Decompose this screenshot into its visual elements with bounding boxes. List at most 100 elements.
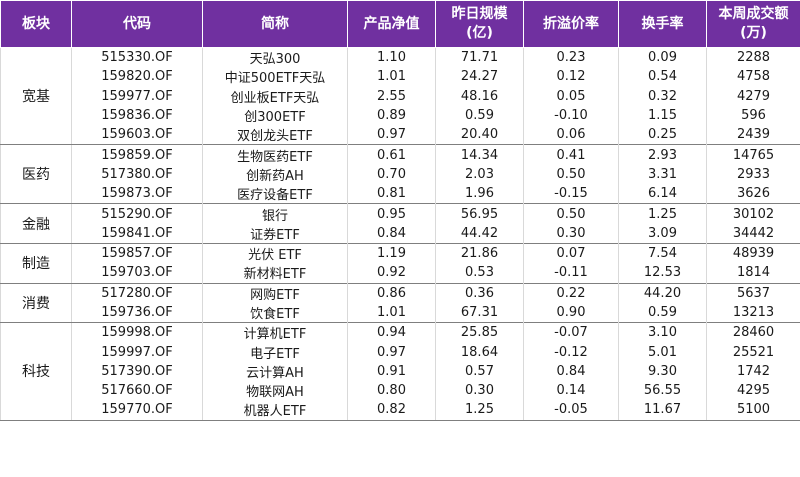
turnover-cell: 3.31	[618, 164, 707, 185]
sector-cell: 宽基	[0, 46, 72, 146]
scale-cell: 14.34	[435, 144, 524, 165]
premium-cell: 0.22	[523, 282, 619, 303]
premium-cell: 0.06	[523, 125, 619, 145]
table-row: 宽基 515330.OF 天弘300 1.10 71.71 0.23 0.09 2288	[0, 46, 800, 146]
turnover-cell: 0.54	[618, 67, 707, 87]
turnover-cell: 56.55	[618, 381, 707, 401]
nav-cell: 1.19	[347, 242, 436, 264]
scale-cell: 0.57	[435, 361, 524, 382]
name-cell: 计算机ETF	[202, 322, 348, 343]
name-cell: 创300ETF	[202, 105, 348, 126]
scale-cell: 0.36	[435, 282, 524, 303]
nav-cell: 0.70	[347, 164, 436, 185]
volume-cell: 2288	[706, 47, 800, 68]
code-cell: 517390.OF	[71, 361, 203, 382]
turnover-cell: 1.15	[618, 105, 707, 126]
volume-cell: 13213	[706, 302, 800, 323]
header-nav: 产品净值	[347, 0, 436, 48]
turnover-cell: 11.67	[618, 400, 707, 421]
premium-cell: -0.11	[523, 263, 619, 284]
turnover-cell: 0.25	[618, 125, 707, 145]
scale-cell: 67.31	[435, 302, 524, 323]
header-scale: 昨日规模 (亿)	[435, 0, 524, 48]
sector-cell: 消费	[0, 282, 72, 324]
nav-cell: 0.92	[347, 263, 436, 284]
name-cell: 医疗设备ETF	[202, 184, 348, 204]
table-row: 159770.OF 机器人ETF 0.82 1.25 -0.05 11.67 5100	[1, 400, 800, 421]
name-cell: 机器人ETF	[202, 400, 348, 421]
scale-cell: 2.03	[435, 164, 524, 185]
volume-cell: 2439	[706, 125, 800, 145]
header-volume: 本周成交额 (万)	[706, 0, 800, 48]
premium-cell: 0.12	[523, 67, 619, 87]
nav-cell: 1.10	[347, 47, 436, 68]
nav-cell: 0.84	[347, 223, 436, 244]
nav-cell: 0.61	[347, 144, 436, 165]
code-cell: 517660.OF	[71, 381, 203, 401]
premium-cell: -0.12	[523, 342, 619, 362]
sector-cell: 医药	[0, 144, 72, 205]
name-cell: 物联网AH	[202, 381, 348, 401]
nav-cell: 2.55	[347, 86, 436, 106]
volume-cell: 596	[706, 105, 800, 126]
nav-cell: 0.97	[347, 342, 436, 362]
name-cell: 电子ETF	[202, 342, 348, 362]
volume-cell: 3626	[706, 184, 800, 204]
premium-cell: 0.50	[523, 164, 619, 185]
scale-cell: 56.95	[435, 203, 524, 224]
code-cell: 159703.OF	[71, 263, 203, 284]
table-row: 517660.OF 物联网AH 0.80 0.30 0.14 56.55 4295	[1, 381, 800, 401]
nav-cell: 0.80	[347, 381, 436, 401]
volume-cell: 1814	[706, 263, 800, 284]
code-cell: 515290.OF	[71, 203, 203, 224]
turnover-cell: 0.09	[618, 47, 707, 68]
name-cell: 创新药AH	[202, 164, 348, 185]
scale-cell: 48.16	[435, 86, 524, 106]
premium-cell: 0.07	[523, 242, 619, 264]
premium-cell: 0.05	[523, 86, 619, 106]
code-cell: 517280.OF	[71, 282, 203, 303]
scale-cell: 44.42	[435, 223, 524, 244]
name-cell: 创业板ETF天弘	[202, 86, 348, 106]
table-body: 宽基 515330.OF 天弘300 1.10 71.71 0.23 0.09 2288 159…	[0, 46, 800, 421]
premium-cell: 0.41	[523, 144, 619, 165]
code-cell: 159603.OF	[71, 125, 203, 145]
sector-cell: 金融	[0, 203, 72, 244]
turnover-cell: 0.59	[618, 302, 707, 323]
code-cell: 159997.OF	[71, 342, 203, 362]
turnover-cell: 5.01	[618, 342, 707, 362]
name-cell: 饮食ETF	[202, 302, 348, 323]
nav-cell: 1.01	[347, 302, 436, 323]
volume-cell: 4295	[706, 381, 800, 401]
turnover-cell: 7.54	[618, 242, 707, 264]
header-code: 代码	[71, 0, 203, 48]
scale-cell: 0.59	[435, 105, 524, 126]
sector-cell: 科技	[0, 322, 72, 421]
premium-cell: 0.23	[523, 47, 619, 68]
scale-cell: 0.30	[435, 381, 524, 401]
turnover-cell: 3.10	[618, 322, 707, 343]
turnover-cell: 9.30	[618, 361, 707, 382]
table-row: 517380.OF 创新药AH 0.70 2.03 0.50 3.31 2933	[1, 164, 800, 185]
header-row: 板块 代码 简称 产品净值 昨日规模 (亿) 折溢价率 换手率 本周成交额 (万…	[0, 0, 800, 48]
code-cell: 159770.OF	[71, 400, 203, 421]
header-turnover: 换手率	[618, 0, 707, 48]
code-cell: 159820.OF	[71, 67, 203, 87]
table-row: 159603.OF 双创龙头ETF 0.97 20.40 0.06 0.25 2439	[1, 125, 800, 145]
nav-cell: 0.94	[347, 322, 436, 343]
code-cell: 159736.OF	[71, 302, 203, 323]
premium-cell: -0.07	[523, 322, 619, 343]
premium-cell: 0.84	[523, 361, 619, 382]
table-row: 159736.OF 饮食ETF 1.01 67.31 0.90 0.59 13213	[1, 302, 800, 323]
scale-cell: 18.64	[435, 342, 524, 362]
premium-cell: 0.50	[523, 203, 619, 224]
nav-cell: 1.01	[347, 67, 436, 87]
nav-cell: 0.89	[347, 105, 436, 126]
turnover-cell: 2.93	[618, 144, 707, 165]
name-cell: 证券ETF	[202, 223, 348, 244]
table-row: 159841.OF 证券ETF 0.84 44.42 0.30 3.09 34442	[1, 223, 800, 244]
code-cell: 159836.OF	[71, 105, 203, 126]
table-row: 517390.OF 云计算AH 0.91 0.57 0.84 9.30 1742	[1, 361, 800, 382]
premium-cell: 0.30	[523, 223, 619, 244]
header-premium: 折溢价率	[523, 0, 619, 48]
